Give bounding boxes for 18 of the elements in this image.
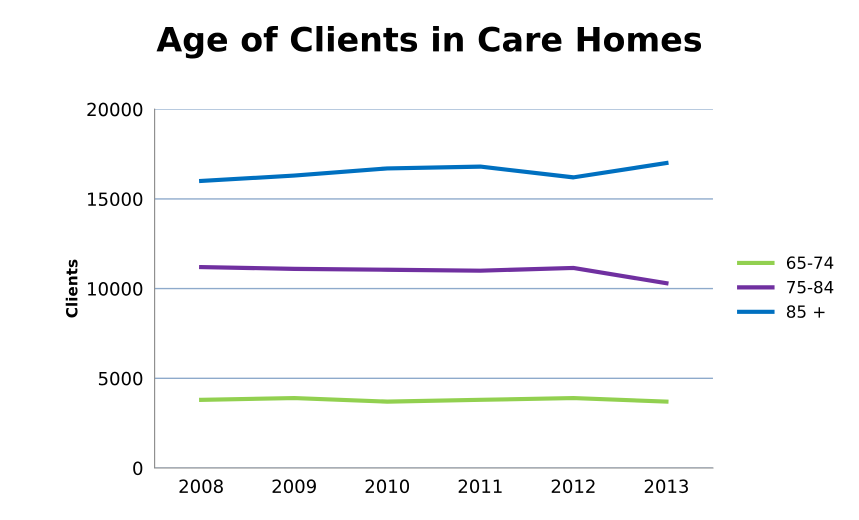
x-tick-label: 2009	[272, 479, 316, 494]
x-tick-label: 2012	[552, 479, 595, 494]
y-tick-label: 0	[133, 461, 142, 476]
y-tick-label: 5000	[98, 372, 142, 386]
chart-title: Age of Clients in Care Homes	[156, 26, 702, 59]
y-tick-label: 15000	[88, 192, 142, 206]
y-tick-label: 20000	[87, 102, 142, 116]
y-tick-label: 10000	[88, 282, 142, 296]
line-series	[199, 264, 669, 286]
x-tick-label: 2013	[644, 479, 688, 494]
legend-label: 75-84	[787, 280, 834, 294]
legend-label: 65-74	[786, 256, 834, 269]
y-axis-title: Clients	[66, 260, 78, 318]
x-tick-label: 2011	[458, 479, 502, 494]
legend-label: 85 +	[786, 305, 825, 318]
line-series	[199, 160, 669, 184]
x-tick-label: 2008	[179, 479, 223, 494]
x-tick-label: 2010	[366, 479, 410, 494]
